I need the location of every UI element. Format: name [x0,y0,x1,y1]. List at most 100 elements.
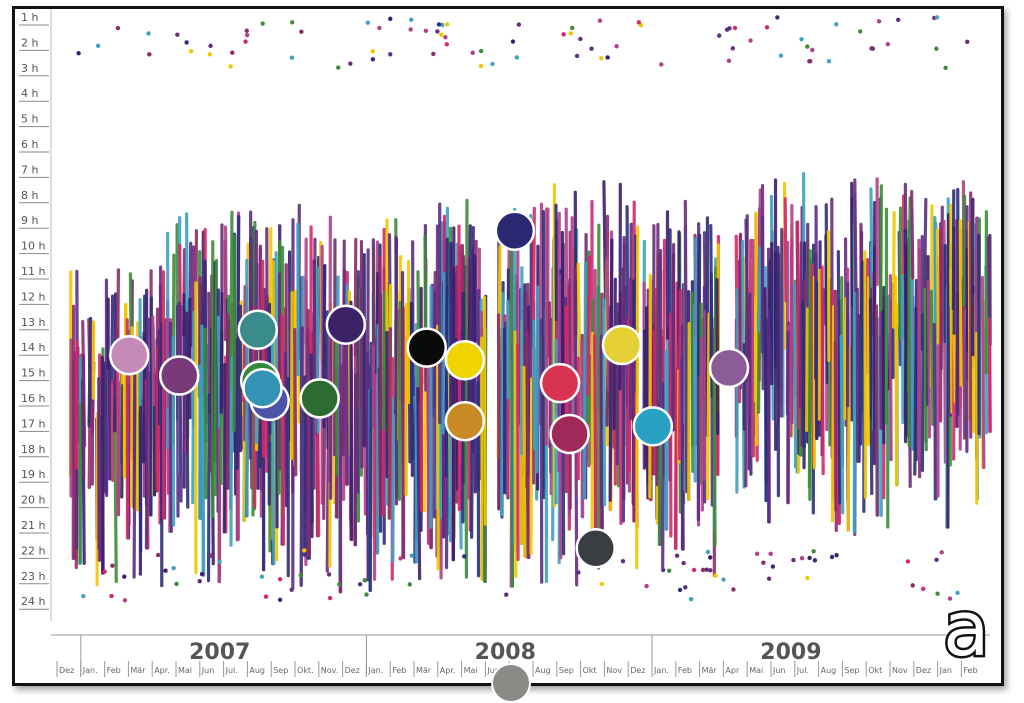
data-streak [380,257,381,516]
data-point [600,582,604,586]
data-streak [673,245,674,430]
data-point [209,553,213,557]
x-year-label: 2008 [475,640,536,665]
data-point [260,574,264,578]
data-streak [118,270,119,345]
cluster-marker [110,336,148,374]
data-streak [890,276,891,460]
data-streak [469,226,470,428]
x-month-label: Sep [844,666,859,675]
data-point [171,566,175,570]
data-point [146,31,150,35]
x-year-label: 2007 [189,640,250,665]
data-point [911,583,915,587]
data-streak [841,336,842,513]
data-streak [822,267,823,474]
data-point [445,22,449,26]
data-streak [370,343,371,590]
data-point [943,66,947,70]
data-point [337,582,341,586]
data-point [761,561,765,565]
data-streak [282,316,284,544]
y-axis: 1 h2 h3 h4 h5 h6 h7 h8 h9 h10 h11 h12 h1… [19,9,51,621]
data-streak [301,328,302,585]
data-point [174,582,178,586]
data-point [504,592,508,596]
data-point [388,17,392,21]
data-point [934,558,938,562]
data-streak [749,294,750,468]
x-month-label: Jan. [367,666,383,675]
data-streak [692,293,693,471]
data-point [198,579,202,583]
x-month-label: Apr. [440,666,456,675]
data-streak [177,307,178,517]
data-streak [272,322,274,564]
data-streak [663,352,664,567]
data-point [858,29,862,33]
data-point [208,52,212,56]
data-streak [795,286,796,467]
data-point [184,40,188,44]
cluster-marker [446,341,484,379]
data-streak [934,325,935,499]
data-point [490,62,494,66]
data-streak [915,280,917,474]
data-point [771,564,775,568]
data-point [189,49,193,53]
data-point [896,18,900,22]
data-point [605,55,609,59]
data-point [431,52,435,56]
data-point [569,31,573,35]
data-point [940,550,944,554]
data-streak [428,375,429,543]
data-point [765,25,769,29]
y-tick-label: 7 h [21,163,38,176]
cluster-marker [541,364,579,402]
data-point [260,21,264,25]
data-point [701,568,705,572]
data-streak [964,196,965,305]
data-streak [543,212,544,498]
data-streak [928,281,929,437]
data-streak [202,326,204,575]
data-point [755,552,759,556]
data-point [906,559,910,563]
data-point [479,64,483,68]
data-streak [482,338,483,579]
y-tick-label: 19 h [21,468,45,481]
data-streak [511,238,512,587]
cluster-marker [577,529,615,567]
data-point [659,62,663,66]
data-streak [860,263,862,444]
data-point [102,569,106,573]
y-tick-label: 1 h [21,11,38,24]
x-month-label: Nov. [321,666,339,675]
data-point [811,549,815,553]
data-marks-layer [70,15,990,602]
data-point [290,56,294,60]
data-point [290,20,294,24]
data-streak [193,312,194,502]
data-point [109,594,113,598]
x-month-label: Mai [178,666,192,675]
data-streak [800,243,801,408]
data-point [731,46,735,50]
data-streak [781,229,782,416]
x-month-label: Dez [345,666,360,675]
y-tick-label: 4 h [21,87,38,100]
data-streak [515,332,516,576]
data-streak [871,189,872,286]
data-point [717,33,721,37]
data-point [834,22,838,26]
data-point [561,32,565,36]
data-streak [967,249,968,351]
x-month-label: Jan. [82,666,98,675]
data-point [517,22,521,26]
data-point [388,52,392,56]
x-month-label: Jun [772,666,786,675]
data-streak [883,311,884,442]
data-streak [714,370,715,545]
x-month-label: Apr [725,666,740,675]
